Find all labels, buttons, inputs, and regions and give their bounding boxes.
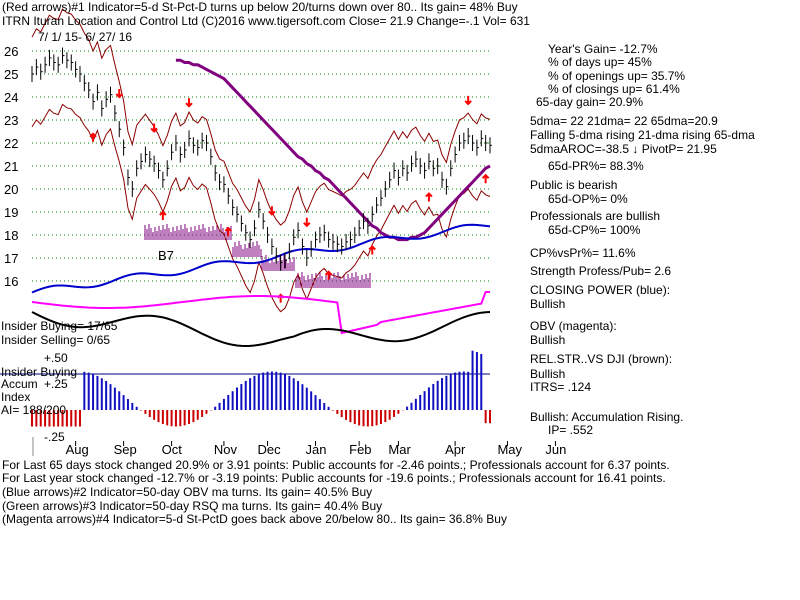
index-label: Index <box>1 390 31 404</box>
x-tick-label-jan: Jan <box>306 442 327 457</box>
accum-minus-25: -.25 <box>44 430 65 444</box>
x-tick-label-mar: Mar <box>388 442 411 457</box>
pct-closings-up: % of closings up= 61.4% <box>548 82 680 96</box>
price-series <box>31 47 492 294</box>
obv-value: Bullish <box>530 333 566 347</box>
y-tick-label-25: 25 <box>4 67 18 82</box>
pr-line: 65d-PR%= 88.3% <box>548 159 644 173</box>
insider-selling: Insider Selling= 0/65 <box>1 333 111 347</box>
y-tick-label-24: 24 <box>4 90 18 105</box>
day65-gain: 65-day gain= 20.9% <box>536 95 644 109</box>
red-arrow-up <box>481 173 490 184</box>
strength-line: Strength Profess/Pub= 2.6 <box>530 264 672 278</box>
accumulation-histogram <box>0 350 491 427</box>
x-tick-label-sep: Sep <box>114 442 137 457</box>
y-tick-label-22: 22 <box>4 136 18 151</box>
footer-blue-arrows: (Blue arrows)#2 Indicator=50-day OBV ma … <box>2 485 373 499</box>
red-arrow-down <box>150 123 158 133</box>
band-lines <box>31 8 491 313</box>
years-gain: Year's Gain= -12.7% <box>548 42 658 56</box>
footer-green-arrows: (Green arrows)#3 Indicator=50-day RSQ ma… <box>2 499 383 513</box>
price-axis-ticks: 16 17 18 19 20 21 22 23 24 25 26 <box>4 44 18 289</box>
rel-strength-line <box>31 311 491 348</box>
upper-band-line <box>31 8 491 226</box>
relstr-title: REL.STR..VS DJI (brown): <box>530 352 673 366</box>
red-arrow-down <box>185 98 193 108</box>
y-tick-label-18: 18 <box>4 228 18 243</box>
red-arrow-up <box>425 192 433 202</box>
dma-line: 5dma= 22 21dma= 22 65dma=20.9 <box>530 114 718 128</box>
x-tick-label-jun: Jun <box>545 442 566 457</box>
ai-label: AI= 188/200 <box>1 403 67 417</box>
lower-band-line <box>31 103 491 313</box>
cp-vs-pr: CP%vsPr%= 11.6% <box>530 246 636 260</box>
x-tick-label-feb: Feb <box>349 442 371 457</box>
pct-openings-up: % of openings up= 35.7% <box>548 69 686 83</box>
accum-plus-50: +.50 <box>44 351 68 365</box>
insider-buying-label: Insider Buying <box>1 365 78 379</box>
insider-buying: Insider Buying= 17/65 <box>1 319 118 333</box>
y-tick-label-17: 17 <box>4 251 18 266</box>
x-tick-label-may: May <box>497 442 522 457</box>
closing-power-value: Bullish <box>530 297 566 311</box>
red-arrow-down <box>268 206 276 216</box>
professionals-value: 65d-CP%= 100% <box>548 223 641 237</box>
x-tick-label-apr: Apr <box>445 442 466 457</box>
price-gridlines <box>32 50 490 282</box>
accum-label: Accum <box>1 377 38 391</box>
y-tick-label-16: 16 <box>4 274 18 289</box>
dma-trend: Falling 5-dma rising 21-dma rising 65-dm… <box>530 128 755 142</box>
closing-power-title: CLOSING POWER (blue): <box>530 283 671 297</box>
signal-arrows <box>89 89 490 303</box>
header-ticker-line: ITRN Ituran Location and Control Ltd (C)… <box>2 14 530 28</box>
date-range: 7/ 1/ 15- 6/ 27/ 16 <box>38 30 133 44</box>
month-axis-ticks: Aug Sep Oct Nov Dec Jan Feb Mar Apr May Jun <box>32 437 566 457</box>
closing-power-line <box>31 223 491 294</box>
pct-days-up: % of days up= 45% <box>548 55 652 69</box>
aroc-line: 5dmaAROC=-38.5 ↓ PivotP= 21.95 <box>530 142 717 156</box>
footer-65-days: For Last 65 days stock changed 20.9% or … <box>2 458 670 472</box>
header-red-arrows: (Red arrows)#1 Indicator=5-d St-Pct-D tu… <box>2 0 518 14</box>
y-tick-label-20: 20 <box>4 182 18 197</box>
obv-title: OBV (magenta): <box>530 319 617 333</box>
lower-indicators <box>31 291 491 348</box>
accumulation-title: Bullish: Accumulation Rising. <box>530 410 684 424</box>
x-tick-label-dec: Dec <box>258 442 282 457</box>
y-tick-label-21: 21 <box>4 159 18 174</box>
x-tick-label-oct: Oct <box>162 442 183 457</box>
red-arrow-up <box>89 132 97 142</box>
y-tick-label-26: 26 <box>4 44 18 59</box>
red-arrow-down <box>464 95 472 106</box>
footer-last-year: For Last year stock changed -12.7% or -3… <box>2 471 666 485</box>
relstr-value: Bullish <box>530 367 566 381</box>
y-tick-label-19: 19 <box>4 205 18 220</box>
public-title: Public is bearish <box>530 178 618 192</box>
red-arrow-up <box>368 245 376 255</box>
ip-value: IP= .552 <box>548 423 594 437</box>
b7-annotation: B7 <box>158 248 174 263</box>
itrs-value: ITRS= .124 <box>530 380 592 394</box>
obv-line <box>31 291 490 335</box>
footer-magenta-arrows: (Magenta arrows)#4 Indicator=5-d St-PctD… <box>2 512 507 526</box>
red-arrow-up <box>224 226 232 237</box>
accum-plus-25: +.25 <box>44 377 68 391</box>
y-tick-label-23: 23 <box>4 113 18 128</box>
professionals-title: Professionals are bullish <box>530 209 661 223</box>
x-tick-label-nov: Nov <box>214 442 238 457</box>
x-tick-label-aug: Aug <box>66 442 89 457</box>
red-arrow-down <box>303 217 311 228</box>
volume-bars <box>144 224 371 288</box>
ma65-line <box>175 58 491 242</box>
red-arrow-up <box>159 210 167 220</box>
red-arrow-up <box>324 270 333 280</box>
red-arrow-down <box>115 89 123 99</box>
public-value: 65d-OP%= 0% <box>548 192 628 206</box>
